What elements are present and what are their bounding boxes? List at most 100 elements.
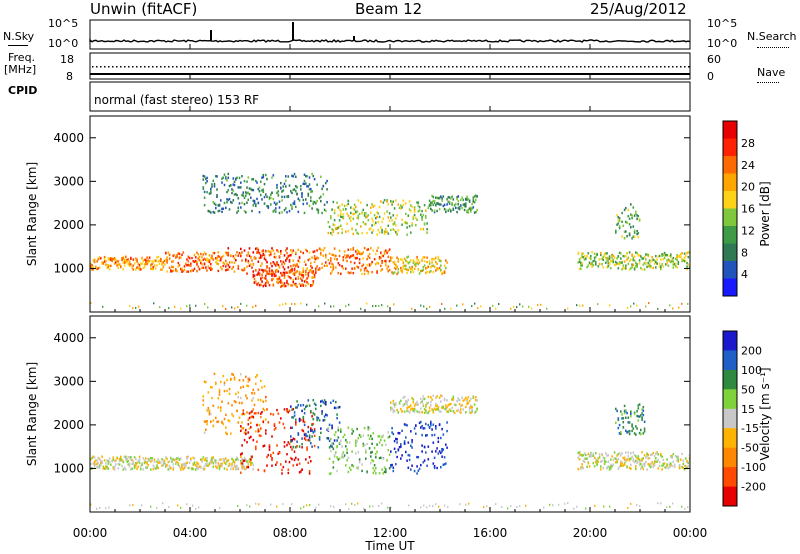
scatter-cell [291, 439, 293, 442]
scatter-cell [263, 195, 266, 199]
scatter-cell [347, 230, 350, 233]
scatter-cell [283, 254, 286, 257]
scatter-cell [140, 268, 142, 271]
scatter-cell [216, 175, 218, 178]
ground-cell [507, 507, 509, 510]
scatter-cell [108, 264, 111, 267]
scatter-cell [416, 403, 418, 406]
scatter-cell [406, 403, 408, 406]
scatter-cell [248, 412, 251, 415]
scatter-cell [683, 468, 686, 471]
scatter-cell [356, 440, 358, 443]
scatter-cell [435, 408, 437, 411]
scatter-cell [608, 466, 611, 469]
scatter-cell [286, 281, 288, 284]
scatter-cell [411, 205, 413, 209]
scatter-cell [582, 256, 585, 259]
scatter-cell [128, 465, 131, 468]
scatter-cell [203, 190, 206, 194]
scatter-cell [278, 280, 281, 283]
scatter-cell [451, 406, 453, 409]
scatter-cell [656, 452, 658, 455]
scatter-cell [168, 266, 171, 269]
scatter-cell [663, 251, 666, 255]
scatter-cell [276, 183, 278, 187]
scatter-cell [365, 212, 367, 215]
scatter-cell [271, 191, 273, 194]
ground-cell [90, 503, 92, 506]
scatter-cell [387, 270, 390, 273]
scatter-cell [416, 410, 418, 413]
ground-cell [531, 307, 533, 310]
scatter-cell [196, 467, 198, 470]
scatter-cell [166, 256, 168, 259]
scatter-cell [225, 431, 227, 434]
scatter-cell [271, 458, 273, 462]
scatter-cell [243, 465, 246, 468]
colorbar-swatch [723, 156, 737, 174]
scatter-cell [231, 413, 233, 416]
scatter-cell [296, 186, 298, 189]
scatter-cell [106, 465, 108, 468]
scatter-cell [388, 467, 391, 470]
scatter-cell [100, 461, 102, 465]
ground-cell [363, 507, 365, 510]
scatter-cell [362, 442, 365, 446]
scatter-cell [642, 406, 645, 409]
scatter-cell [160, 259, 162, 263]
scatter-cell [630, 410, 632, 413]
scatter-cell [628, 232, 631, 235]
nsearch-legend-line [757, 47, 789, 48]
scatter-cell [305, 434, 307, 438]
scatter-cell [433, 265, 436, 268]
scatter-cell [402, 261, 405, 265]
nave-dot [656, 66, 658, 68]
scatter-cell [218, 255, 221, 259]
scatter-cell [272, 210, 275, 213]
scatter-cell [406, 222, 408, 225]
scatter-cell [307, 275, 310, 278]
scatter-cell [137, 262, 140, 265]
ground-cell [195, 304, 197, 307]
scatter-cell [98, 266, 101, 269]
scatter-cell [367, 428, 370, 431]
scatter-cell [468, 411, 471, 414]
scatter-cell [287, 441, 290, 444]
scatter-cell [112, 467, 115, 470]
scatter-cell [302, 202, 305, 206]
scatter-cell [205, 177, 207, 181]
scatter-cell [253, 277, 256, 281]
scatter-cell [633, 229, 636, 232]
scatter-cell [202, 403, 205, 407]
nave-dot [512, 66, 514, 68]
scatter-cell [287, 283, 290, 286]
scatter-cell [298, 417, 301, 421]
scatter-cell [426, 266, 428, 269]
scatter-cell [621, 461, 623, 465]
scatter-cell [201, 458, 203, 461]
scatter-cell [393, 260, 396, 264]
scatter-cell [335, 431, 337, 434]
scatter-cell [171, 260, 173, 263]
scatter-cell [220, 259, 222, 262]
scatter-cell [237, 186, 240, 189]
scatter-cell [213, 182, 216, 186]
scatter-cell [640, 414, 642, 417]
scatter-cell [228, 392, 231, 395]
scatter-cell [428, 270, 431, 274]
ground-cell [378, 505, 380, 507]
scatter-cell [412, 259, 415, 262]
scatter-cell [595, 457, 597, 461]
scatter-cell [180, 457, 182, 460]
scatter-cell [621, 211, 623, 215]
scatter-cell [620, 257, 622, 260]
scatter-cell [347, 254, 350, 257]
scatter-cell [262, 190, 265, 194]
ground-cell [372, 305, 374, 308]
scatter-cell [212, 258, 215, 261]
scatter-cell [613, 457, 616, 460]
scatter-cell [633, 453, 636, 457]
scatter-cell [422, 213, 425, 217]
scatter-cell [172, 466, 175, 469]
scatter-cell [436, 466, 438, 470]
